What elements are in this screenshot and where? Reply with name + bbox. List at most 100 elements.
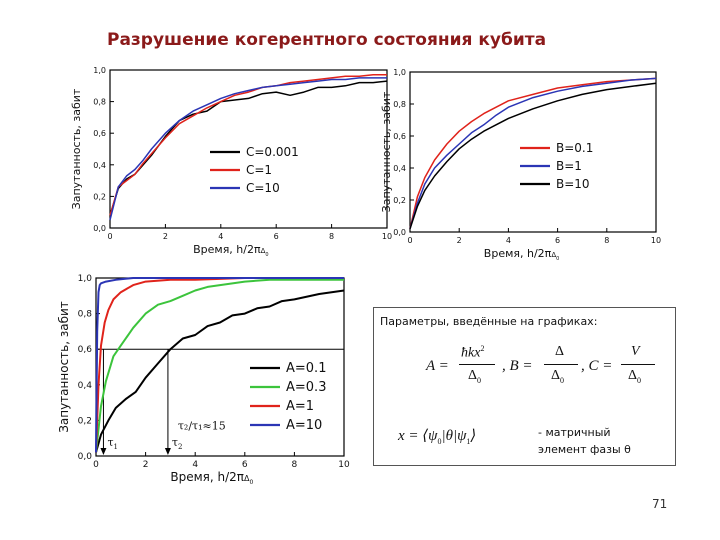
formula-c-lhs: , C = (581, 358, 613, 374)
parameters-box: Параметры, введённые на графиках: A = ħk… (373, 307, 676, 466)
parameters-title: Параметры, введённые на графиках: (380, 315, 598, 328)
y-axis-label: Запутанность, забит (380, 91, 393, 212)
chart-top-right: 0 2 4 6 8 10 0,0 0,2 0,4 0,6 0,8 1,0 Время, h/2πΔ0 За… (370, 62, 670, 262)
chart-top-left-svg: 0 2 4 6 8 10 0,0 0,2 0,4 0,6 0,8 1,0 Время, h/2πΔ0 За… (70, 66, 392, 258)
series-line-A=0.1 (95, 289, 345, 453)
y-axis-label: Запутанность, забит (70, 88, 83, 209)
legend-label-B=10: B=10 (556, 177, 590, 191)
y-tick-label: 0,4 (393, 164, 406, 173)
formula-b-den: Δ (551, 368, 561, 383)
formula-x-sub0: 0 (437, 437, 442, 446)
formula-b-lhs: , B = (502, 358, 533, 374)
y-tick-label: 0,0 (393, 228, 406, 237)
tau1-label: τ1 (107, 436, 118, 451)
series-line-A=0.3 (95, 278, 344, 453)
legend-label-B=1: B=1 (556, 159, 582, 173)
series-line-A=10 (95, 277, 344, 453)
x-tick-label: 2 (163, 232, 168, 241)
formula-b-denominator: Δ0 (551, 368, 564, 385)
formula-a-den-sub: 0 (477, 375, 482, 385)
x-axis-label-delta: Δ (261, 247, 266, 255)
series-line-B=1 (409, 77, 657, 230)
x-tick-label: 6 (274, 232, 279, 241)
x-tick-label: 10 (651, 236, 661, 245)
x-tick-label: 4 (506, 236, 511, 245)
legend-label-C=10: C=10 (246, 181, 280, 195)
tau2-label-sub: 2 (178, 443, 182, 451)
formula-a-den: Δ (468, 368, 478, 383)
formula-x-sub1: 1 (466, 437, 471, 446)
legend-label-C=1: C=1 (246, 163, 272, 177)
y-tick-label: 0,0 (78, 452, 93, 462)
series-line-A=1 (95, 277, 344, 453)
formula-x-start: x = ⟨ψ (398, 428, 438, 444)
y-tick-label: 0,6 (393, 132, 406, 141)
x-axis-label: Время, h/2πΔ0 (170, 470, 253, 486)
chart-bottom-left: 0 2 4 6 8 10 0,0 0,2 0,4 0,6 0,8 1,0 Время, h/2πΔ0 За… (50, 264, 360, 496)
legend-label-C=0.001: C=0.001 (246, 145, 299, 159)
formula-a-denominator: Δ0 (468, 368, 481, 385)
y-tick-label: 1,0 (393, 68, 406, 77)
x-tick-label: 2 (143, 460, 149, 470)
formula-x-end: ⟩ (470, 428, 477, 444)
x-axis-label-sub: 0 (250, 479, 254, 486)
formula-a-fraction-bar (459, 364, 495, 365)
x-tick-label: 10 (338, 460, 350, 470)
y-tick-label: 0,8 (93, 98, 106, 107)
y-tick-label: 0,6 (93, 129, 106, 138)
y-tick-label: 1,0 (93, 66, 106, 75)
plot-frame (109, 69, 388, 229)
y-tick-label: 0,2 (393, 196, 406, 205)
x-axis-label-delta: Δ (551, 251, 556, 259)
x-tick-label: 4 (192, 460, 198, 470)
y-tick-label: 0,2 (93, 192, 106, 201)
series-line-B=0.1 (409, 77, 657, 229)
chart-top-left: 0 2 4 6 8 10 0,0 0,2 0,4 0,6 0,8 1,0 Время, h/2πΔ0 За… (60, 60, 392, 260)
formula-c-denominator: Δ0 (628, 368, 641, 385)
tau1-arrow-head (100, 448, 107, 455)
y-tick-label: 0,8 (78, 310, 93, 320)
legend-label-B=0.1: B=0.1 (556, 141, 593, 155)
legend-label-A=0.3: A=0.3 (286, 380, 326, 395)
y-tick-label: 0,4 (78, 381, 93, 391)
slide-number: 71 (652, 497, 668, 511)
formula-c-den: Δ (628, 368, 638, 383)
x-tick-label: 6 (242, 460, 248, 470)
tau2-arrow-head (164, 448, 171, 455)
x-tick-label: 4 (218, 232, 223, 241)
y-axis-label: Запутанность, забит (57, 301, 71, 433)
formula-c-den-sub: 0 (637, 375, 642, 385)
formula-a-numerator: ħkx2 (461, 344, 484, 362)
formula-c-numerator: V (631, 344, 640, 359)
tau-ratio-label: τ₂/τ₁≈15 (178, 419, 226, 432)
series-line-C=10 (109, 77, 387, 221)
formula-a-lhs: A = (426, 358, 449, 374)
formula-x-note-2: элемент фазы θ (538, 443, 631, 456)
x-axis-label: Время, h/2πΔ0 (484, 247, 560, 262)
slide-title: Разрушение когерентного состояния кубита (107, 30, 547, 50)
tau2-label: τ2 (172, 436, 183, 451)
y-tick-label: 0,0 (93, 224, 106, 233)
series-line-B=10 (409, 82, 657, 230)
y-tick-label: 0,8 (393, 100, 406, 109)
x-tick-label: 10 (382, 232, 392, 241)
plot-frame (409, 71, 657, 233)
x-tick-label: 8 (604, 236, 609, 245)
x-tick-label: 2 (457, 236, 462, 245)
tau1-label-sub: 1 (114, 443, 118, 451)
formula-x-note-1: - матричный (538, 426, 611, 439)
x-axis-label-sub: 0 (265, 252, 268, 258)
formula-x: x = ⟨ψ0|θ|ψ1⟩ (398, 426, 476, 446)
y-tick-label: 0,6 (78, 345, 93, 355)
formula-b-den-sub: 0 (560, 375, 565, 385)
formula-a-num-text: ħkx (461, 345, 481, 361)
y-tick-label: 0,2 (78, 416, 92, 426)
legend-label-A=10: A=10 (286, 418, 322, 433)
x-tick-label: 8 (329, 232, 334, 241)
series-line-C=1 (109, 73, 387, 216)
